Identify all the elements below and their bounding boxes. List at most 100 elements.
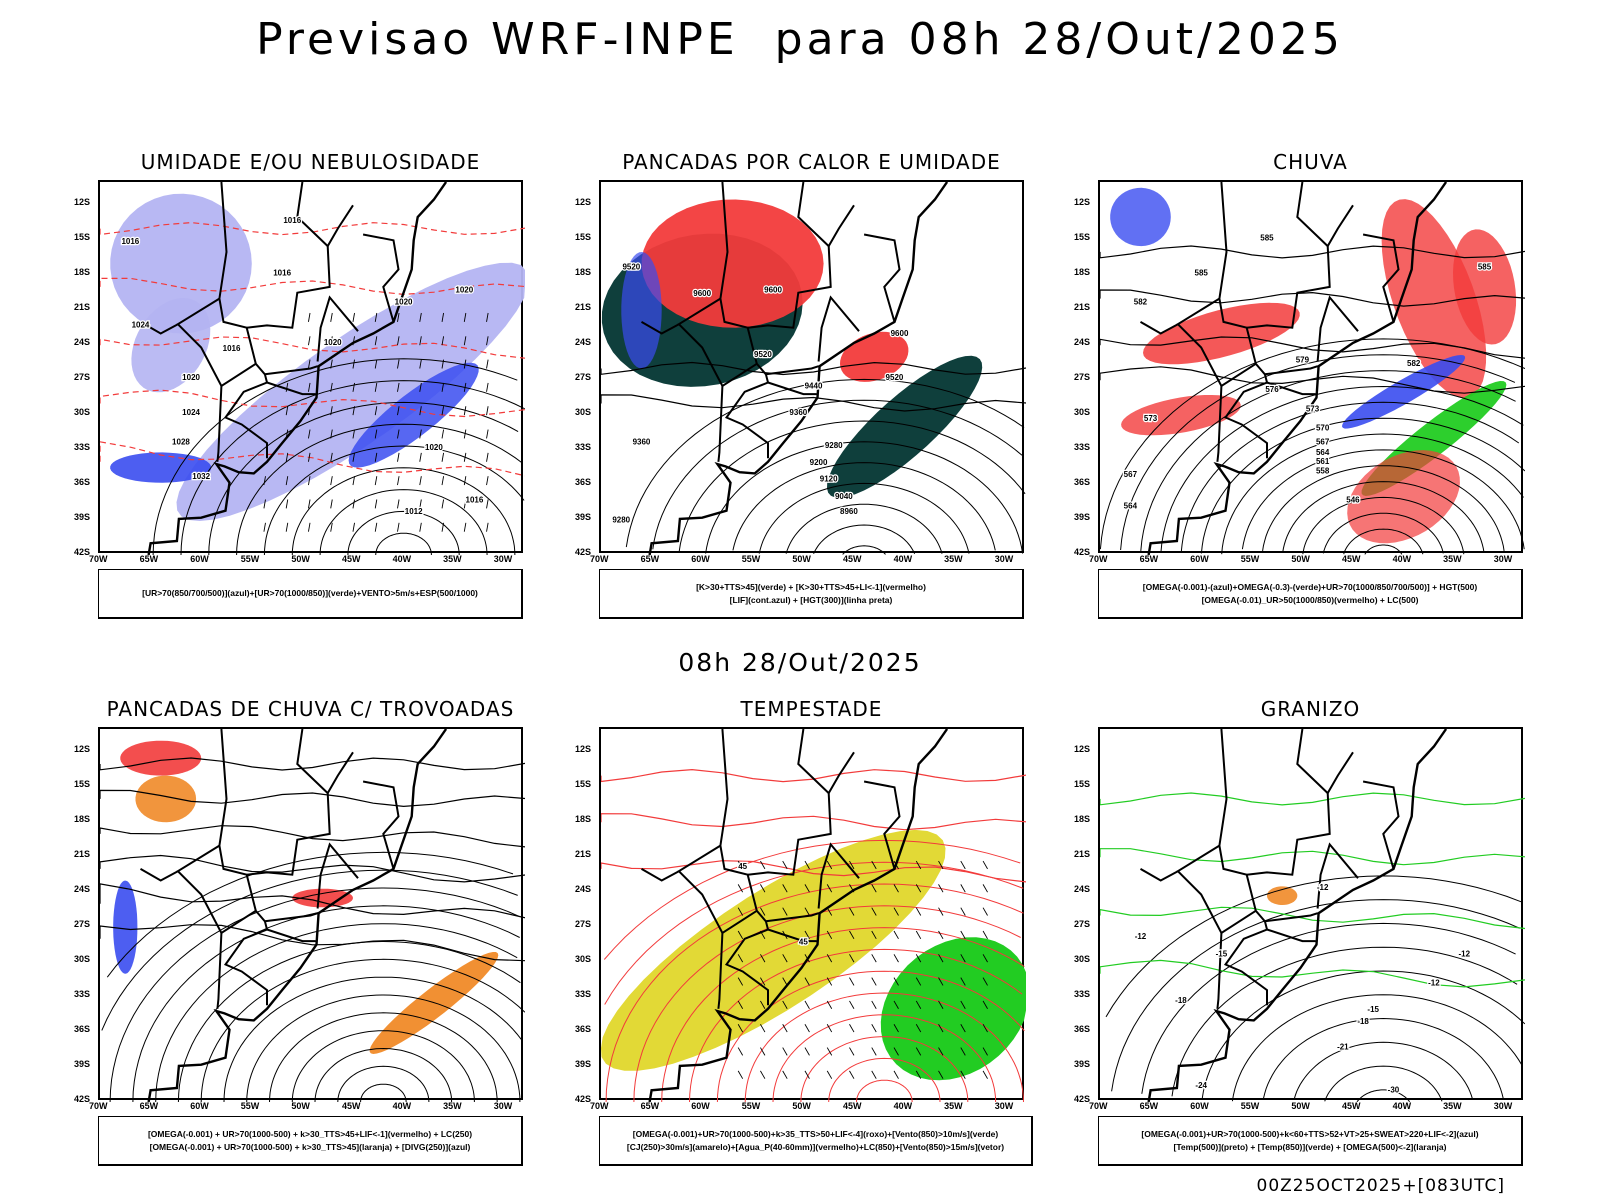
wind-vector: [374, 312, 378, 322]
wind-vector: [352, 476, 355, 486]
lat-tick-label: 18S: [575, 267, 592, 278]
lat-tick-label: 15S: [74, 779, 91, 790]
caption-line: [LIF](cont.azul) + [HGT(300)](linha pret…: [729, 594, 893, 605]
wind-vector: [849, 1070, 855, 1079]
border-line: [1296, 182, 1354, 248]
wind-vector: [760, 907, 766, 916]
contour-line: [716, 970, 1025, 1102]
contour-line: [625, 378, 1025, 548]
lon-tick-label: 40W: [1392, 554, 1412, 564]
map-canvas: 1016 1016 1016 1020 1020 1020 1016 1020 1024 1028…: [100, 182, 525, 555]
lat-tick-label: 12S: [575, 197, 592, 208]
wind-vector: [982, 884, 988, 893]
lat-tick-label: 24S: [575, 337, 592, 348]
contour-line: [1111, 899, 1521, 1092]
field-shading: [176, 262, 525, 521]
lat-tick-label: 24S: [1074, 337, 1091, 348]
wind-vector: [352, 429, 355, 439]
wind-vector: [308, 429, 311, 439]
wind-vector: [308, 522, 311, 532]
lat-tick-label: 12S: [74, 197, 91, 208]
contour-line: [263, 445, 525, 555]
contour-label: 1024: [182, 408, 200, 417]
lat-tick-label: 30S: [575, 407, 592, 418]
wind-vector: [982, 1000, 988, 1009]
lon-tick-label: 30W: [1493, 1101, 1513, 1111]
contour-line: [291, 467, 516, 555]
wind-vector: [938, 1070, 944, 1079]
contour-line: [177, 940, 521, 1102]
lat-tick-label: 36S: [74, 477, 91, 488]
contour-line: [1282, 481, 1485, 553]
wind-vector: [441, 429, 445, 439]
wind-vector: [737, 930, 744, 940]
contour-line: [828, 1057, 941, 1102]
wind-vector: [915, 907, 922, 916]
border-line: [362, 780, 400, 870]
wind-vector: [486, 406, 489, 416]
field-shading: [135, 775, 197, 823]
contour-line: [100, 221, 525, 236]
contour-label: 1016: [273, 268, 291, 277]
coastline: [147, 182, 448, 555]
border-line: [316, 842, 359, 909]
contour-line: [1120, 354, 1516, 551]
lat-tick-label: 33S: [575, 442, 592, 453]
contour-line: [337, 1065, 430, 1102]
lat-tick-label: 12S: [74, 744, 91, 755]
panel-title: PANCADAS DE CHUVA C/ TROVOADAS: [106, 697, 515, 721]
wind-vector: [737, 1000, 744, 1009]
contour-label: 1016: [121, 237, 139, 246]
border-line: [1216, 385, 1223, 462]
contour-label: 561: [1316, 457, 1330, 466]
border-line: [264, 365, 318, 376]
wind-vector: [486, 359, 489, 369]
wind-vector: [849, 977, 855, 986]
wind-vector: [419, 522, 422, 532]
lon-tick-label: 65W: [139, 1101, 159, 1111]
contour-line: [1200, 417, 1525, 554]
wind-vector: [893, 954, 899, 963]
lat-tick-label: 21S: [74, 849, 91, 860]
border-line: [1362, 233, 1400, 323]
border-line: [717, 385, 724, 462]
wind-vector: [826, 1024, 833, 1033]
contour-label: -21: [1337, 1043, 1349, 1052]
border-line: [765, 365, 819, 376]
contour-line: [732, 462, 996, 551]
border-line: [747, 246, 832, 329]
wind-vector: [463, 429, 467, 439]
lon-tick-label: 65W: [139, 554, 159, 564]
lat-tick-label: 27S: [74, 919, 91, 930]
wind-vector: [285, 452, 289, 462]
wind-vector: [397, 522, 400, 532]
map-canvas: 45 45: [601, 729, 1026, 1102]
wind-vector: [826, 1047, 833, 1056]
contour-line: [1201, 970, 1525, 1099]
lat-tick-label: 15S: [575, 232, 592, 243]
contour-label: 9440: [805, 381, 823, 390]
wind-vector: [938, 884, 944, 893]
lat-tick-label: 21S: [1074, 849, 1091, 860]
contour-label: 8960: [840, 507, 858, 516]
lon-tick-label: 45W: [341, 1101, 361, 1111]
contour-line: [604, 861, 1024, 1005]
wind-vector: [871, 1047, 877, 1056]
lon-tick-label: 70W: [1089, 554, 1108, 564]
wind-vector: [463, 522, 467, 532]
contour-label: 573: [1306, 405, 1320, 414]
map-canvas: 9600 9600 9520 9600 9520 9520 9440 9360 9360 9280…: [601, 182, 1026, 555]
wind-vector: [938, 860, 944, 870]
run-timestamp: 00Z25OCT2025+[083UTC]: [1256, 1176, 1505, 1196]
wind-vector: [374, 429, 378, 439]
wind-vector: [352, 406, 355, 416]
wind-vector: [397, 476, 400, 486]
lon-tick-label: 35W: [1443, 1101, 1462, 1111]
lat-tick-label: 42S: [74, 1094, 91, 1104]
lat-tick-label: 36S: [575, 1024, 592, 1035]
wind-vector: [308, 476, 311, 486]
lon-tick-label: 50W: [792, 554, 811, 564]
contour-line: [100, 389, 525, 418]
wind-vector: [760, 1047, 766, 1056]
lon-tick-label: 35W: [944, 1101, 963, 1111]
